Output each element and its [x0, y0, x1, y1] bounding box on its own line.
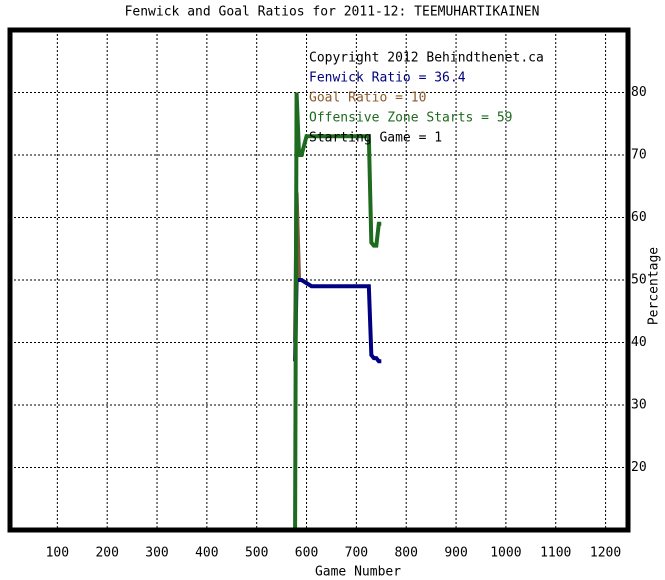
annotation: Offensive Zone Starts = 59 — [309, 111, 513, 126]
x-axis-label: Game Number — [315, 565, 401, 580]
y-axis-label: Percentage — [647, 247, 662, 325]
y-tick-label: 20 — [631, 460, 647, 475]
y-tick-label: 60 — [631, 210, 647, 225]
chart-title: Fenwick and Goal Ratios for 2011-12: TEE… — [125, 5, 540, 20]
x-tick-label: 1100 — [540, 546, 571, 561]
series-line — [293, 278, 382, 364]
x-tick-label: 1200 — [590, 546, 621, 561]
x-tick-label: 900 — [444, 546, 467, 561]
annotation: Starting Game = 1 — [309, 131, 442, 146]
plot-frame — [7, 27, 631, 533]
series-line — [293, 92, 382, 531]
x-tick-label: 400 — [195, 546, 218, 561]
annotation: Copyright 2012 Behindthenet.ca — [309, 51, 544, 66]
annotation: Goal Ratio = 10 — [309, 91, 426, 106]
y-tick-label: 80 — [631, 85, 647, 100]
x-tick-label: 200 — [95, 546, 118, 561]
y-tick-label: 40 — [631, 335, 647, 350]
x-tick-label: 1000 — [490, 546, 521, 561]
x-tick-label: 800 — [394, 546, 417, 561]
x-tick-label: 600 — [295, 546, 318, 561]
y-tick-label: 30 — [631, 398, 647, 413]
x-tick-label: 500 — [245, 546, 268, 561]
y-tick-label: 70 — [631, 148, 647, 163]
x-tick-label: 300 — [145, 546, 168, 561]
x-tick-label: 100 — [46, 546, 69, 561]
y-tick-label: 50 — [631, 273, 647, 288]
x-tick-label: 700 — [345, 546, 368, 561]
annotation: Fenwick Ratio = 36.4 — [309, 71, 466, 86]
